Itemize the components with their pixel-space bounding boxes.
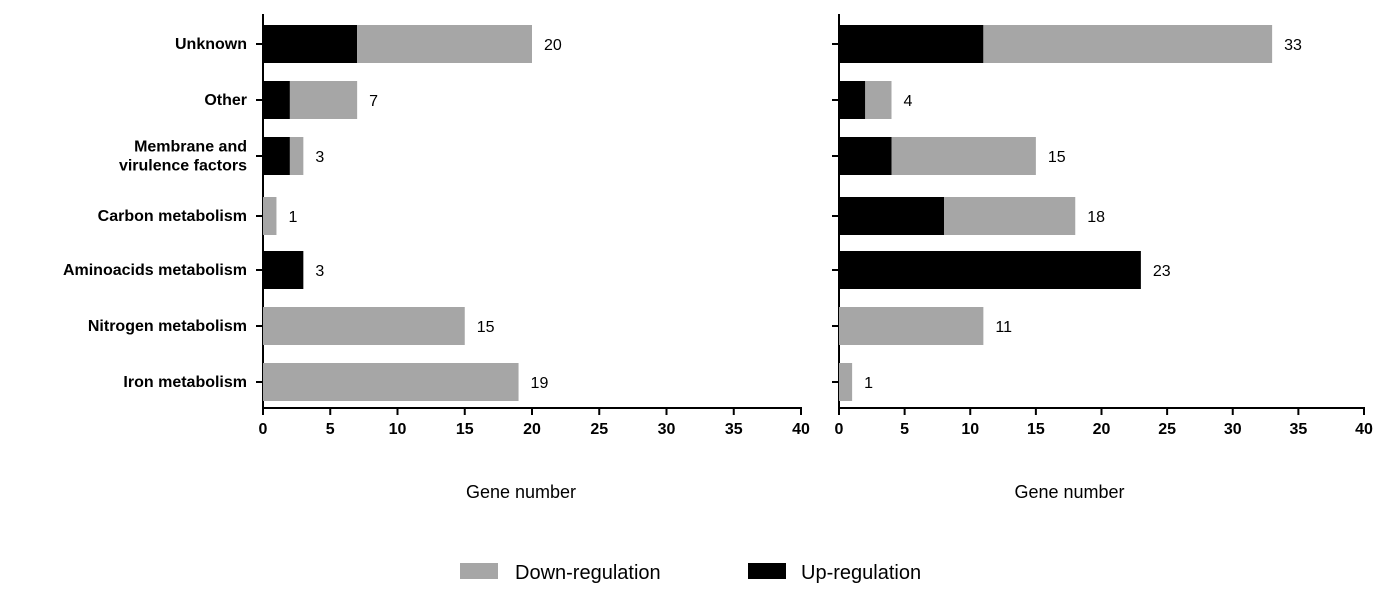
data-label: 3 — [315, 263, 324, 280]
x-tick-label: 30 — [658, 421, 676, 438]
bar-down-regulation — [263, 197, 277, 235]
x-tick-label: 30 — [1224, 421, 1242, 438]
x-tick-label: 5 — [900, 421, 909, 438]
x-tick-label: 35 — [1289, 421, 1307, 438]
category-label: virulence factors — [119, 158, 247, 175]
x-tick-label: 5 — [326, 421, 335, 438]
category-label: Other — [204, 92, 247, 109]
category-label: Unknown — [175, 36, 247, 53]
x-tick-label: 40 — [792, 421, 810, 438]
x-tick-label: 25 — [590, 421, 608, 438]
data-label: 23 — [1153, 263, 1171, 280]
x-tick-label: 15 — [456, 421, 474, 438]
data-label: 7 — [369, 93, 378, 110]
bar-down-regulation — [839, 363, 853, 401]
data-label: 1 — [864, 375, 873, 392]
x-tick-label: 0 — [259, 421, 268, 438]
data-label: 20 — [544, 37, 562, 54]
data-label: 33 — [1284, 37, 1302, 54]
legend-label-up: Up-regulation — [801, 562, 921, 584]
bar-down-regulation — [891, 137, 1036, 175]
x-axis-title: Gene number — [1014, 482, 1124, 502]
data-label: 15 — [477, 319, 495, 336]
data-label: 3 — [315, 149, 324, 166]
bar-down-regulation — [865, 81, 892, 119]
x-tick-label: 0 — [835, 421, 844, 438]
category-label: Carbon metabolism — [98, 208, 247, 225]
data-label: 1 — [288, 209, 297, 226]
legend-swatch-up — [748, 563, 786, 579]
chart-panel-1: 0 5 10 15 20 25 30 35 40 Gene number Unknown 20 Othe… — [63, 14, 810, 502]
x-axis-title: Gene number — [466, 482, 576, 502]
bar-up-regulation — [263, 137, 290, 175]
data-label: 19 — [531, 375, 549, 392]
bar-up-regulation — [839, 81, 866, 119]
bar-down-regulation — [289, 137, 304, 175]
bar-up-regulation — [263, 25, 358, 63]
data-label: 15 — [1048, 149, 1066, 166]
bar-down-regulation — [839, 307, 984, 345]
legend: Down-regulation Up-regulation — [460, 562, 921, 584]
bar-down-regulation — [983, 25, 1273, 63]
legend-label-down: Down-regulation — [515, 562, 661, 584]
x-tick-label: 20 — [1093, 421, 1111, 438]
x-tick-label: 25 — [1158, 421, 1176, 438]
category-label: Aminoacids metabolism — [63, 262, 247, 279]
x-tick-label: 40 — [1355, 421, 1373, 438]
bar-up-regulation — [263, 251, 304, 289]
bar-down-regulation — [289, 81, 358, 119]
category-label: Iron metabolism — [123, 374, 247, 391]
data-label: 4 — [904, 93, 913, 110]
bar-down-regulation — [944, 197, 1076, 235]
x-tick-label: 15 — [1027, 421, 1045, 438]
bar-down-regulation — [357, 25, 532, 63]
bar-up-regulation — [839, 137, 892, 175]
data-label: 18 — [1087, 209, 1105, 226]
x-tick-label: 35 — [725, 421, 743, 438]
x-tick-label: 10 — [961, 421, 979, 438]
data-label: 11 — [995, 319, 1012, 336]
category-label: Membrane and — [134, 139, 247, 156]
bar-up-regulation — [263, 81, 290, 119]
bar-down-regulation — [263, 307, 465, 345]
bar-up-regulation — [839, 25, 984, 63]
x-tick-label: 20 — [523, 421, 541, 438]
bar-up-regulation — [839, 197, 944, 235]
legend-swatch-down — [460, 563, 498, 579]
bar-down-regulation — [263, 363, 519, 401]
category-label: Nitrogen metabolism — [88, 318, 247, 335]
x-tick-label: 10 — [389, 421, 407, 438]
bar-up-regulation — [839, 251, 1141, 289]
